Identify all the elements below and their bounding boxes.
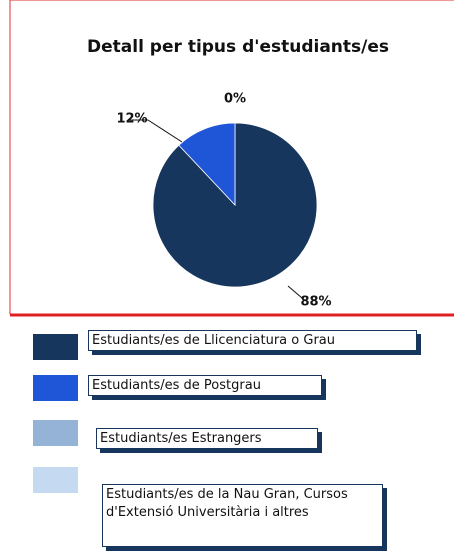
- pie-slice: [152, 122, 318, 288]
- legend-label: Estudiants/es Estrangers: [96, 428, 318, 449]
- leader-line: [287, 285, 303, 299]
- legend-label: Estudiants/es de Llicenciatura o Grau: [88, 330, 417, 351]
- legend-swatch: [33, 420, 78, 446]
- data-label: 88%: [300, 295, 331, 310]
- legend-swatch: [33, 334, 78, 360]
- data-label: 12%: [116, 112, 147, 127]
- pie-slice: [178, 122, 236, 207]
- chart-title: Detall per tipus d'estudiants/es: [87, 37, 389, 57]
- legend-label: Estudiants/es de Postgrau: [88, 375, 322, 396]
- legend-label: Estudiants/es de la Nau Gran, Cursos d'E…: [102, 484, 383, 547]
- data-label: 0%: [224, 92, 246, 107]
- legend-swatch: [33, 375, 78, 401]
- leader-line: [147, 119, 183, 143]
- legend-swatch: [33, 467, 78, 493]
